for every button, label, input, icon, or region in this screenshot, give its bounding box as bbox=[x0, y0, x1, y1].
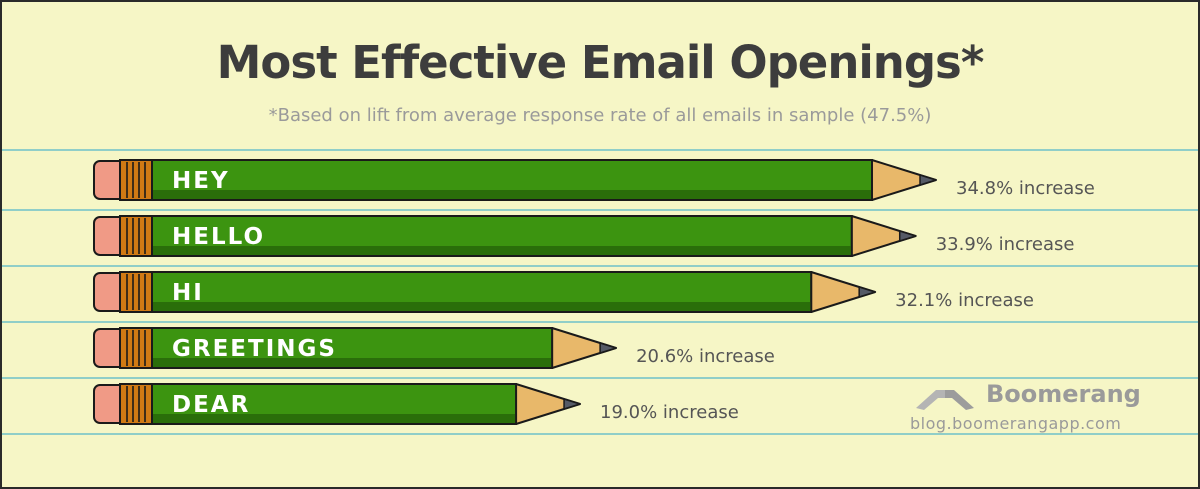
pencil-ferrule bbox=[119, 271, 153, 313]
value-label: 32.1% increase bbox=[895, 290, 1034, 311]
category-label: DEAR bbox=[172, 392, 250, 418]
pencil-ferrule bbox=[119, 215, 153, 257]
brand-url: blog.boomerangapp.com bbox=[910, 414, 1122, 433]
pencil-lead bbox=[599, 342, 617, 354]
brand-name: Boomerang bbox=[986, 380, 1141, 408]
pencil-lead bbox=[563, 398, 581, 410]
chart-subtitle: *Based on lift from average response rat… bbox=[268, 105, 932, 126]
boomerang-logo-icon bbox=[916, 390, 974, 410]
value-label: 34.8% increase bbox=[956, 178, 1095, 199]
category-label: HI bbox=[172, 280, 204, 306]
pencil-body-shade bbox=[153, 414, 516, 423]
pencil-bar: DEAR bbox=[93, 383, 582, 425]
value-label: 33.9% increase bbox=[936, 234, 1075, 255]
pencil-lead bbox=[919, 174, 937, 186]
pencil-bar: HELLO bbox=[93, 215, 917, 257]
pencil-bar: HEY bbox=[93, 159, 937, 201]
pencil-lead bbox=[898, 230, 917, 242]
value-label: 20.6% increase bbox=[636, 346, 775, 367]
pencil-ferrule bbox=[119, 327, 153, 369]
pencil-body-shade bbox=[153, 358, 552, 367]
pencil-ferrule bbox=[119, 383, 153, 425]
pencil-ferrule bbox=[119, 159, 153, 201]
pencil-body-shade bbox=[153, 302, 811, 311]
pencil-body-shade bbox=[153, 190, 871, 199]
category-label: HELLO bbox=[172, 224, 265, 250]
chart-title: Most Effective Email Openings* bbox=[216, 36, 985, 89]
category-label: HEY bbox=[172, 168, 230, 194]
category-label: GREETINGS bbox=[172, 336, 337, 362]
pencil-bar: GREETINGS bbox=[93, 327, 618, 369]
pencil-lead bbox=[858, 286, 876, 298]
value-label: 19.0% increase bbox=[600, 402, 739, 423]
pencil-bar: HI bbox=[93, 271, 877, 313]
brand-block: Boomerang blog.boomerangapp.com bbox=[908, 380, 1141, 440]
pencil-body-shade bbox=[153, 246, 851, 255]
